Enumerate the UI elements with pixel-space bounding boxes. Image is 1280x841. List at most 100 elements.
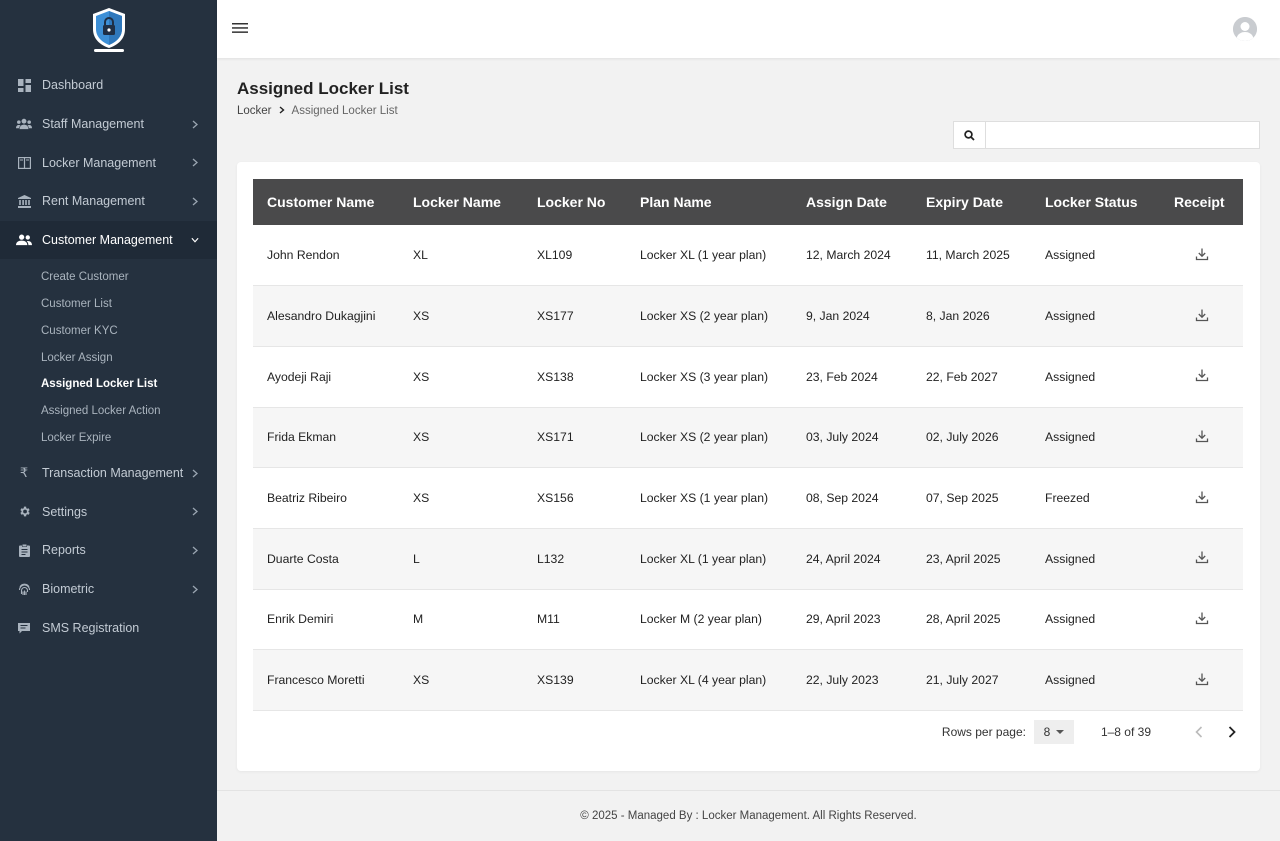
download-icon[interactable] [1195,490,1209,504]
locker-status-cell: Freezed [1045,491,1090,506]
receipt-cell [1160,407,1243,468]
rows-per-page-select[interactable]: 8 [1033,720,1074,744]
sidebar-item-dashboard[interactable]: Dashboard [0,66,217,105]
sidebar: Dashboard Staff Management Locker Manage… [0,0,217,841]
column-header: Receipt [1174,194,1225,210]
chevron-down-icon [191,236,199,244]
sidebar-item-staff-management[interactable]: Staff Management [0,105,217,144]
expiry-date-cell: 23, April 2025 [926,551,1001,566]
submenu-locker-expire[interactable]: Locker Expire [41,432,112,445]
chevron-right-icon [191,158,199,167]
locker-name-cell: M [413,612,424,627]
sidebar-item-label: Reports [42,543,86,558]
customer-submenu: Create Customer Customer List Customer K… [0,259,217,453]
sidebar-item-customer-management[interactable]: Customer Management [0,220,217,260]
sms-icon [16,620,32,636]
plan-name-cell: Locker XS (2 year plan) [640,430,769,445]
hamburger-icon[interactable] [232,21,248,35]
locker-status-cell: Assigned [1045,612,1096,627]
dashboard-icon [16,77,32,93]
customer-name-cell: Beatriz Ribeiro [267,491,347,506]
receipt-cell [1160,286,1243,347]
customer-name-cell: Frida Ekman [267,430,337,445]
sidebar-item-label: Customer Management [42,233,173,248]
sidebar-item-settings[interactable]: Settings [0,492,217,531]
users-icon [16,116,32,132]
chevron-right-icon [191,120,199,129]
sidebar-item-transaction-management[interactable]: ₹ Transaction Management [0,454,217,493]
customer-name-cell: Francesco Moretti [267,673,365,688]
user-avatar-icon[interactable] [1233,17,1257,41]
locker-name-cell: XS [413,430,430,445]
receipt-cell [1160,346,1243,407]
locker-status-cell: Assigned [1045,551,1096,566]
bank-icon [16,193,32,209]
assign-date-cell: 08, Sep 2024 [806,491,879,506]
expiry-date-cell: 28, April 2025 [926,612,1001,627]
locker-status-cell: Assigned [1045,309,1096,324]
sidebar-item-label: SMS Registration [42,620,140,635]
column-header: Locker Name [413,194,501,210]
download-icon[interactable] [1195,247,1209,261]
assign-date-cell: 29, April 2023 [806,612,881,627]
table-row: Duarte Costa L L132 Locker XL (1 year plan)… [253,528,1243,590]
assign-date-cell: 23, Feb 2024 [806,369,878,384]
receipt-cell [1160,650,1243,711]
submenu-customer-list[interactable]: Customer List [41,297,112,310]
breadcrumb-root[interactable]: Locker [237,105,272,117]
caret-down-icon [1056,730,1065,734]
locker-name-cell: XL [413,248,428,263]
receipt-cell [1160,528,1243,589]
download-icon[interactable] [1195,672,1209,686]
receipt-cell [1160,589,1243,650]
submenu-assigned-locker-action[interactable]: Assigned Locker Action [41,405,161,418]
search-input[interactable] [986,122,1259,148]
plan-name-cell: Locker XL (1 year plan) [640,551,767,566]
sidebar-item-locker-management[interactable]: Locker Management [0,143,217,182]
download-icon[interactable] [1195,368,1209,382]
submenu-customer-kyc[interactable]: Customer KYC [41,324,118,337]
assigned-locker-card: Customer Name Locker Name Locker No Plan… [237,162,1260,771]
submenu-locker-assign[interactable]: Locker Assign [41,351,113,364]
download-icon[interactable] [1195,429,1209,443]
customer-name-cell: John Rendon [267,248,340,263]
next-page-button[interactable] [1221,721,1243,743]
chevron-right-icon [191,546,199,555]
sidebar-item-label: Staff Management [42,117,144,132]
sidebar-item-reports[interactable]: Reports [0,531,217,570]
plan-name-cell: Locker XL (1 year plan) [640,248,767,263]
sidebar-item-sms-registration[interactable]: SMS Registration [0,608,217,647]
sidebar-item-label: Biometric [42,582,95,597]
search-icon[interactable] [954,122,986,148]
locker-no-cell: XL109 [537,248,573,263]
locker-status-cell: Assigned [1045,248,1096,263]
sidebar-item-label: Locker Management [42,155,156,170]
customer-name-cell: Alesandro Dukagjini [267,309,376,324]
logo[interactable] [0,0,217,60]
column-header: Locker No [537,194,606,210]
sidebar-item-rent-management[interactable]: Rent Management [0,182,217,221]
chevron-right-icon [191,507,199,516]
page-title: Assigned Locker List [237,79,409,98]
submenu-create-customer[interactable]: Create Customer [41,270,129,283]
prev-page-button[interactable] [1188,721,1210,743]
top-bar [217,0,1280,58]
breadcrumb-current: Assigned Locker List [291,105,398,117]
customer-name-cell: Enrik Demiri [267,612,334,627]
assign-date-cell: 24, April 2024 [806,551,881,566]
download-icon[interactable] [1195,308,1209,322]
locker-icon [16,155,32,171]
sidebar-item-biometric[interactable]: Biometric [0,570,217,609]
clipboard-icon [16,542,32,558]
table-row: Beatriz Ribeiro XS XS156 Locker XS (1 year … [253,468,1243,529]
download-icon[interactable] [1195,550,1209,564]
table-row: Alesandro Dukagjini XS XS177 Locker XS (2 y… [253,285,1243,347]
submenu-assigned-locker-list[interactable]: Assigned Locker List [41,378,158,391]
footer-text: © 2025 - Managed By : Locker Management.… [580,810,917,822]
locker-status-cell: Assigned [1045,369,1096,384]
locker-no-cell: L132 [537,551,565,566]
receipt-cell [1160,225,1243,286]
download-icon[interactable] [1195,611,1209,625]
plan-name-cell: Locker XS (2 year plan) [640,309,769,324]
locker-no-cell: M11 [537,612,560,627]
